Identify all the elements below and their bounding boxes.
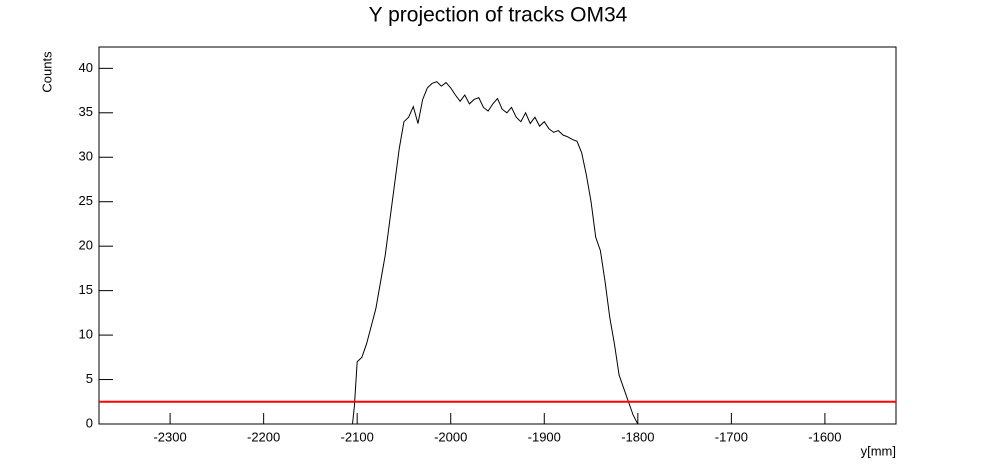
y-tick-label: 0 — [86, 415, 93, 430]
x-tick-label: -2100 — [341, 429, 374, 444]
x-tick-label: -2000 — [434, 429, 467, 444]
x-tick-label: -1800 — [621, 429, 654, 444]
y-tick-label: 25 — [79, 193, 93, 208]
x-tick-label: -1700 — [715, 429, 748, 444]
y-tick-label: 40 — [79, 60, 93, 75]
x-tick-label: -1900 — [528, 429, 561, 444]
y-tick-label: 35 — [79, 104, 93, 119]
plot-frame — [98, 46, 897, 425]
x-tick-label: -1600 — [808, 429, 841, 444]
data-line — [352, 81, 639, 425]
y-tick-label: 30 — [79, 149, 93, 164]
y-tick-label: 20 — [79, 238, 93, 253]
y-tick-label: 10 — [79, 327, 93, 342]
y-axis-title: Counts — [39, 51, 54, 93]
y-tick-label: 15 — [79, 282, 93, 297]
x-axis-title: y[mm] — [861, 443, 896, 458]
x-tick-label: -2200 — [247, 429, 280, 444]
chart-title: Y projection of tracks OM34 — [369, 4, 628, 27]
x-tick-label: -2300 — [153, 429, 186, 444]
y-tick-label: 5 — [86, 371, 93, 386]
